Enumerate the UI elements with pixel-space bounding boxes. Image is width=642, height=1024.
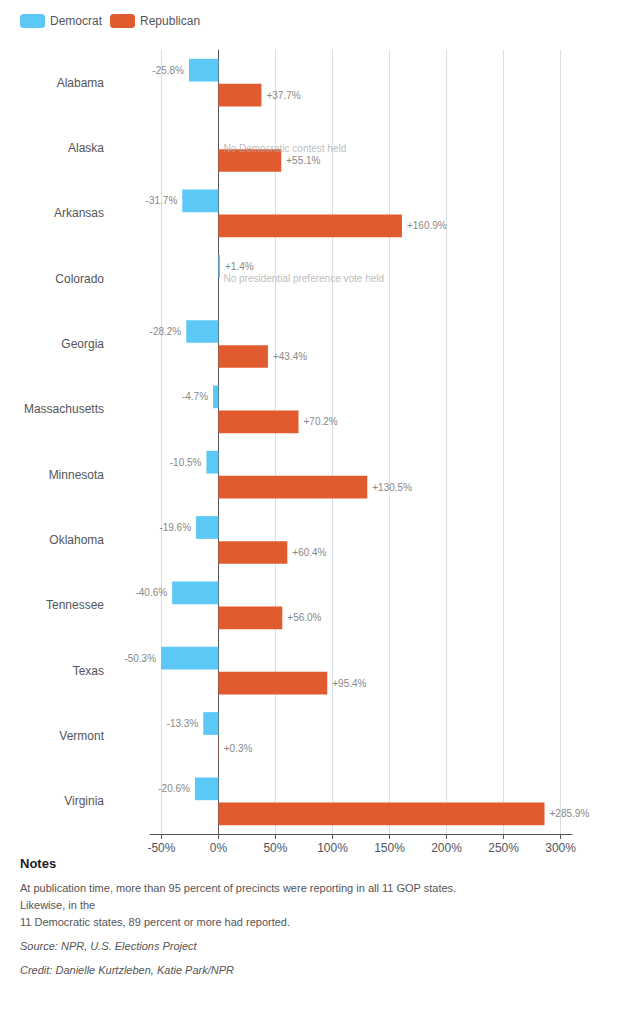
svg-text:300%: 300% xyxy=(545,841,576,855)
svg-text:No Democratic contest held: No Democratic contest held xyxy=(223,143,346,154)
svg-text:Likewise, in the: Likewise, in the xyxy=(20,899,95,911)
svg-text:+1.4%: +1.4% xyxy=(225,261,254,272)
svg-text:+0.3%: +0.3% xyxy=(224,743,253,754)
svg-text:+130.5%: +130.5% xyxy=(372,482,412,493)
svg-text:-4.7%: -4.7% xyxy=(182,391,208,402)
svg-text:Vermont: Vermont xyxy=(59,729,104,743)
svg-text:0%: 0% xyxy=(210,841,228,855)
svg-text:Alabama: Alabama xyxy=(57,76,105,90)
svg-text:-20.6%: -20.6% xyxy=(158,783,190,794)
svg-text:No presidential preference vot: No presidential preference vote held xyxy=(223,273,384,284)
svg-text:-40.6%: -40.6% xyxy=(135,587,167,598)
svg-text:Source: NPR, U.S. Elections Pr: Source: NPR, U.S. Elections Project xyxy=(20,940,198,952)
svg-text:-31.7%: -31.7% xyxy=(146,195,178,206)
svg-text:-10.5%: -10.5% xyxy=(170,457,202,468)
svg-text:50%: 50% xyxy=(263,841,287,855)
svg-text:+95.4%: +95.4% xyxy=(332,678,366,689)
svg-text:+56.0%: +56.0% xyxy=(287,612,321,623)
svg-text:Notes: Notes xyxy=(20,856,56,871)
svg-text:Virginia: Virginia xyxy=(64,794,104,808)
svg-text:At publication time, more than: At publication time, more than 95 percen… xyxy=(20,882,459,894)
svg-text:Massachusetts: Massachusetts xyxy=(24,402,104,416)
svg-text:Democrat: Democrat xyxy=(50,14,103,28)
svg-text:+37.7%: +37.7% xyxy=(266,90,300,101)
svg-text:100%: 100% xyxy=(317,841,348,855)
svg-text:+55.1%: +55.1% xyxy=(286,155,320,166)
svg-text:-19.6%: -19.6% xyxy=(159,522,191,533)
svg-text:Oklahoma: Oklahoma xyxy=(49,533,104,547)
svg-text:Tennessee: Tennessee xyxy=(46,598,104,612)
svg-text:Minnesota: Minnesota xyxy=(49,468,105,482)
svg-text:+285.9%: +285.9% xyxy=(550,808,590,819)
svg-text:-50.3%: -50.3% xyxy=(124,653,156,664)
svg-text:Arkansas: Arkansas xyxy=(54,206,104,220)
svg-text:+70.2%: +70.2% xyxy=(303,416,337,427)
svg-text:200%: 200% xyxy=(431,841,462,855)
svg-text:Alaska: Alaska xyxy=(68,141,104,155)
svg-text:+43.4%: +43.4% xyxy=(273,351,307,362)
svg-text:Texas: Texas xyxy=(73,664,104,678)
svg-text:250%: 250% xyxy=(488,841,519,855)
svg-text:Republican: Republican xyxy=(140,14,200,28)
svg-text:150%: 150% xyxy=(374,841,405,855)
svg-text:-28.2%: -28.2% xyxy=(150,326,182,337)
svg-text:Colorado: Colorado xyxy=(55,272,104,286)
svg-text:Credit: Danielle Kurtzleben, K: Credit: Danielle Kurtzleben, Katie Park/… xyxy=(20,964,234,976)
svg-text:+160.9%: +160.9% xyxy=(407,220,447,231)
svg-text:Georgia: Georgia xyxy=(61,337,104,351)
svg-text:-25.8%: -25.8% xyxy=(152,65,184,76)
svg-text:+60.4%: +60.4% xyxy=(292,547,326,558)
svg-text:11 Democratic states, 89 perce: 11 Democratic states, 89 percent or more… xyxy=(20,916,290,928)
svg-text:-13.3%: -13.3% xyxy=(167,718,199,729)
svg-text:-50%: -50% xyxy=(147,841,175,855)
